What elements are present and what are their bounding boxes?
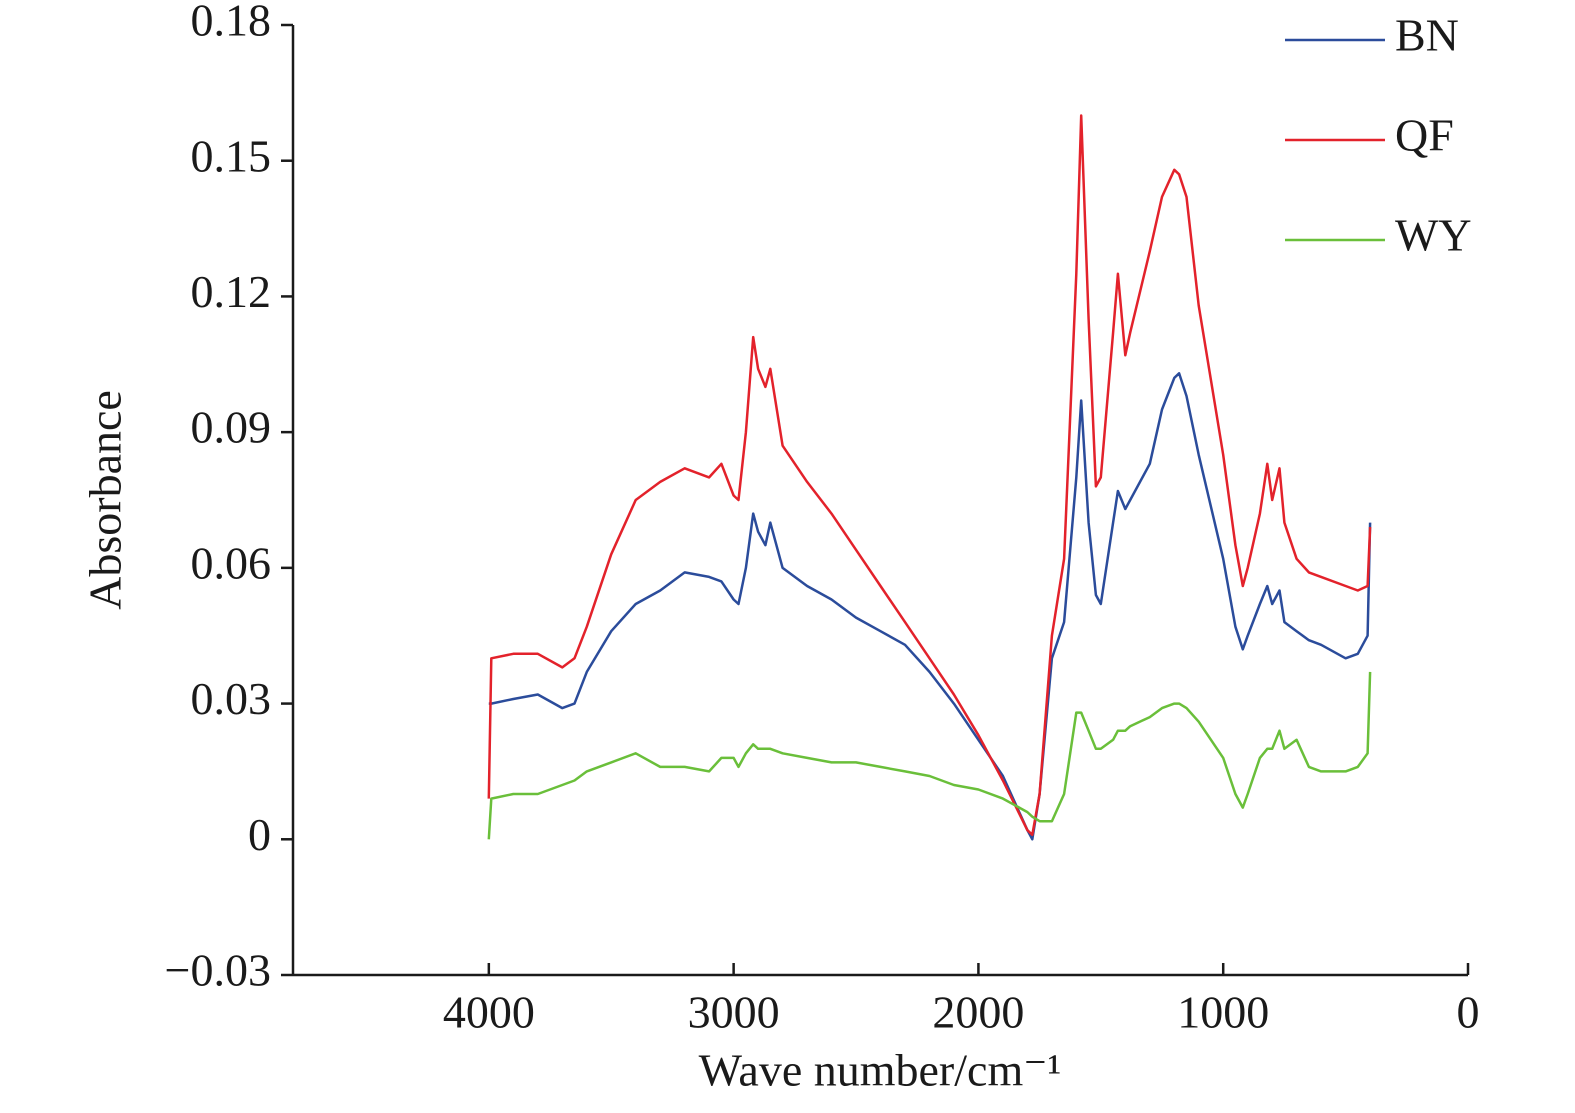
x-tick-label: 4000 [443, 987, 535, 1038]
series-line [488, 372, 1372, 841]
x-tick-label: 1000 [1177, 987, 1269, 1038]
series-line [487, 114, 1372, 837]
y-tick-label: 0.15 [191, 130, 272, 181]
legend-label: QF [1395, 110, 1454, 161]
x-tick-label: 0 [1457, 987, 1480, 1038]
y-tick-label: −0.03 [165, 945, 271, 996]
y-tick-label: 0.12 [191, 266, 272, 317]
series-line [487, 671, 1372, 840]
legend-label: BN [1395, 10, 1459, 61]
y-tick-label: 0.03 [191, 673, 272, 724]
y-tick-label: 0.06 [191, 537, 272, 588]
y-axis-label: Absorbance [80, 390, 131, 610]
y-tick-label: 0 [248, 809, 271, 860]
x-axis-label: Wave number/cm⁻¹ [699, 1045, 1062, 1096]
legend-label: WY [1395, 210, 1472, 261]
x-tick-label: 3000 [688, 987, 780, 1038]
y-tick-label: 0.18 [191, 0, 272, 46]
y-tick-label: 0.09 [191, 402, 272, 453]
x-tick-label: 2000 [932, 987, 1024, 1038]
